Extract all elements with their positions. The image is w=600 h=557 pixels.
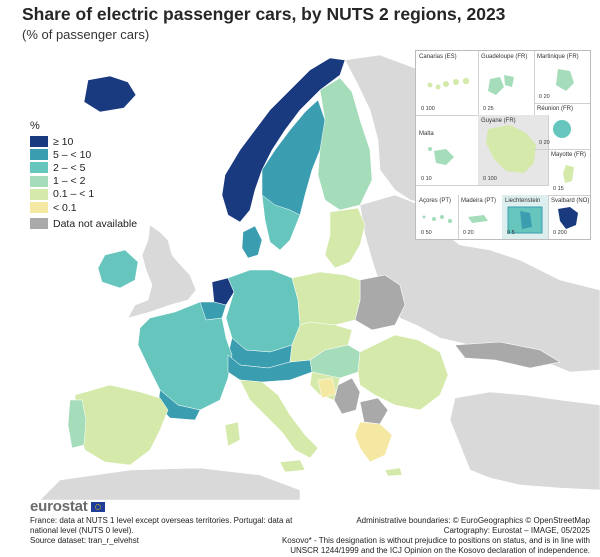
region-bosnia (317, 377, 337, 399)
legend-item: 2 – < 5 (30, 161, 137, 174)
legend-item: < 0.1 (30, 201, 137, 214)
eu-flag-icon (90, 501, 105, 512)
region-italy (239, 379, 319, 459)
region-poland (291, 271, 361, 326)
region-ireland (97, 249, 139, 289)
map-subtitle: (% of passenger cars) (22, 27, 150, 42)
region-france (137, 301, 233, 411)
boundaries-credit: Administrative boundaries: © EuroGeograp… (356, 516, 590, 525)
legend-label: ≥ 10 (53, 135, 74, 148)
inset-acores: Açores (PT) 0 50 (416, 195, 459, 239)
inset-liechtenstein: Liechtenstein 0 5 (502, 195, 549, 239)
kosovo-note-2: UNSCR 1244/1999 and the ICJ Opinion on t… (290, 546, 590, 555)
inset-mayotte: Mayotte (FR) 0 15 (548, 149, 590, 196)
legend-item: 5 – < 10 (30, 148, 137, 161)
source-dataset: Source dataset: tran_r_elvehst (30, 536, 139, 545)
legend-label: 5 – < 10 (53, 148, 92, 161)
iceland (83, 75, 137, 113)
region-crete (384, 467, 403, 477)
north-africa (39, 467, 301, 500)
region-germany (225, 269, 301, 353)
footnote-line-2: national level (NUTS 0 level). (30, 526, 134, 535)
legend-label: 1 – < 2 (53, 175, 86, 188)
legend-swatch (30, 218, 48, 230)
turkey (449, 391, 600, 491)
region-czechia-slovakia (289, 321, 353, 363)
region-netherlands (211, 277, 235, 306)
region-denmark (241, 225, 263, 259)
region-norway (221, 57, 346, 223)
legend-item-not-available: Data not available (30, 217, 137, 230)
region-baltics (324, 207, 366, 269)
region-sicily (279, 459, 306, 473)
regions (67, 57, 449, 477)
region-sweden-south (261, 194, 301, 251)
legend-item: ≥ 10 (30, 135, 137, 148)
region-spain (74, 384, 169, 466)
inset-panel: Canarias (ES) 0 100 Guadeloupe (FR) 0 25… (415, 50, 591, 240)
great-britain (127, 224, 197, 319)
region-finland (317, 77, 373, 211)
data-not-available (333, 274, 561, 425)
inset-madeira: Madeira (PT) 0 20 (458, 195, 503, 239)
legend-item: 0.1 – < 1 (30, 188, 137, 201)
legend-swatch (30, 188, 48, 200)
region-portugal (67, 399, 87, 449)
legend-label: < 0.1 (53, 201, 77, 214)
region-romania-bulgaria (357, 334, 449, 411)
region-greece (354, 421, 393, 463)
inset-guyane: Guyane (FR) 0 100 (478, 115, 549, 186)
black-sea-coast (454, 341, 561, 369)
inset-canarias: Canarias (ES) 0 100 (416, 51, 479, 116)
region-sardinia (224, 421, 241, 447)
kosovo-note-1: Kosovo* - This designation is without pr… (281, 536, 590, 545)
inset-malta: Malta 0 10 (416, 115, 479, 186)
legend-label: 0.1 – < 1 (53, 188, 95, 201)
legend-swatch (30, 136, 48, 148)
cartography-credit: Cartography: Eurostat – IMAGE, 05/2025 (443, 526, 590, 535)
inset-martinique: Martinique (FR) 0 20 (534, 51, 590, 104)
balkans-south (359, 397, 389, 425)
map-title: Share of electric passenger cars, by NUT… (22, 4, 506, 24)
inset-svalbard: Svalbard (NO) 0 200 (551, 198, 590, 236)
inset-guadeloupe: Guadeloupe (FR) 0 25 (478, 51, 535, 116)
legend-swatch (30, 162, 48, 174)
legend-swatch (30, 202, 48, 214)
legend-unit: % (30, 120, 40, 132)
legend-swatch (30, 175, 48, 187)
legend-label: Data not available (53, 217, 138, 230)
legend-swatch (30, 149, 48, 161)
inset-reunion: Réunion (FR) 0 20 (534, 103, 590, 150)
legend-label: 2 – < 5 (53, 161, 86, 174)
legend-item: 1 – < 2 (30, 175, 137, 188)
footnote-line-1: France: data at NUTS 1 level except over… (30, 516, 293, 525)
eurostat-logo: eurostat (30, 498, 105, 515)
